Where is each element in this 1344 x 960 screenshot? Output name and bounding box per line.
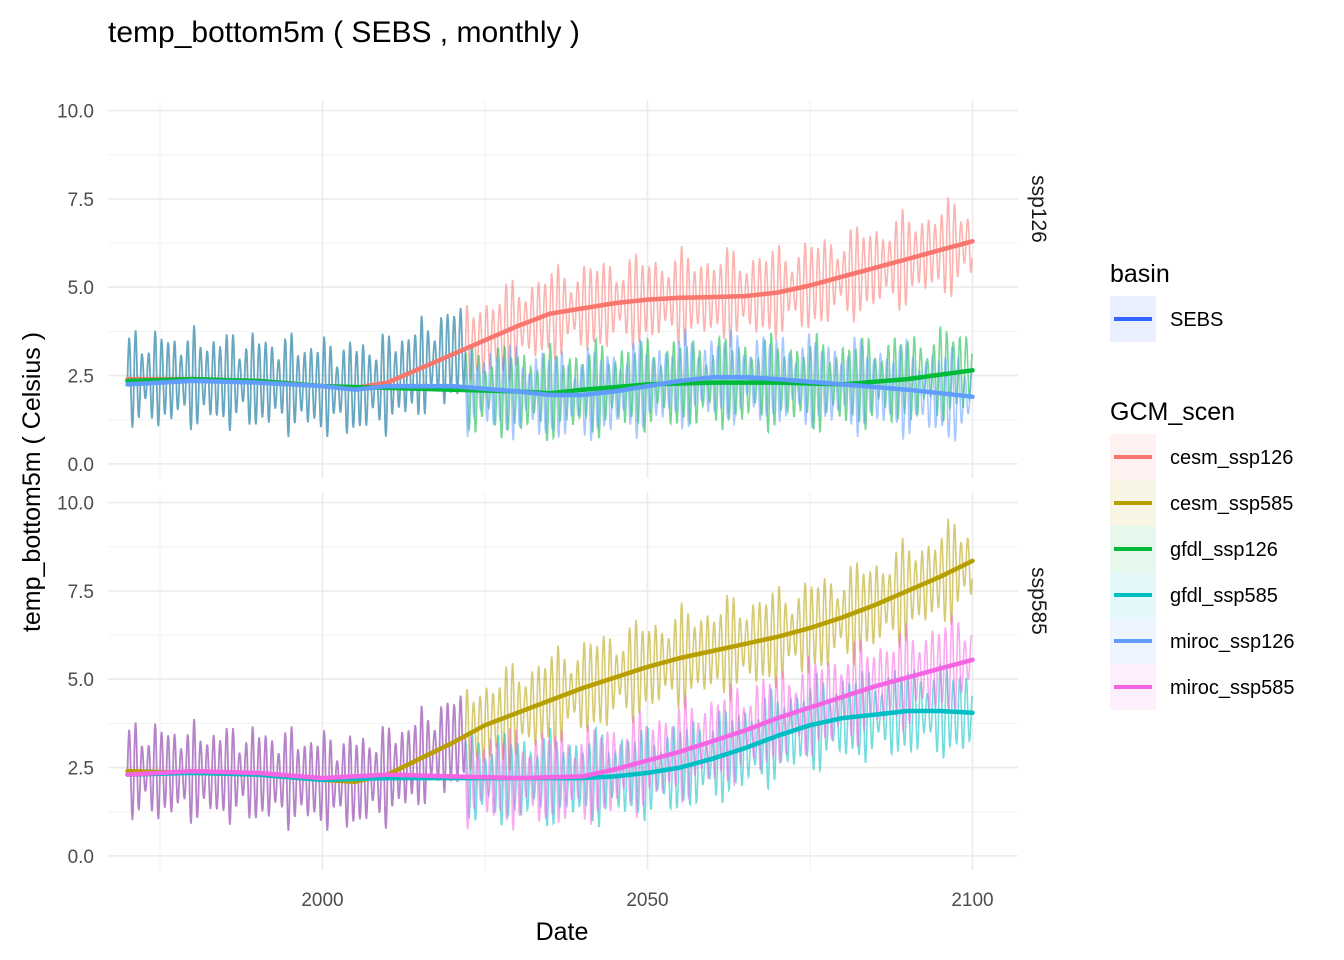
legend-label: miroc_ssp585	[1170, 677, 1295, 699]
legend-label: cesm_ssp585	[1170, 493, 1293, 515]
panel-ssp126: 0.0 2.5 5.0 7.5 10.0 ssp126	[57, 100, 1050, 478]
monthly-line-miroc_ssp585	[464, 613, 973, 831]
monthly-line-cesm_ssp585	[464, 518, 973, 772]
panel-ssp585: 0.0 2.5 5.0 7.5 10.0 ssp585	[57, 492, 1050, 870]
y-tick-label: 5.0	[68, 278, 94, 299]
chart-title: temp_bottom5m ( SEBS , monthly )	[108, 16, 580, 49]
monthly-line-gfdl_ssp126	[464, 325, 973, 442]
facet-strip-label: ssp585	[1027, 567, 1050, 635]
x-tick-label: 2100	[951, 890, 993, 911]
x-axis-title: Date	[536, 918, 589, 946]
y-tick-label: 5.0	[68, 670, 94, 691]
legend-label: miroc_ssp126	[1170, 631, 1295, 653]
trend-line-miroc_ssp585	[125, 657, 975, 781]
legend-label: gfdl_ssp585	[1170, 585, 1278, 607]
y-tick-label: 7.5	[68, 190, 94, 211]
y-tick-label: 0.0	[68, 455, 94, 476]
legend-label: gfdl_ssp126	[1170, 539, 1278, 561]
legend-label: cesm_ssp126	[1170, 447, 1293, 469]
facet-strip-label: ssp126	[1027, 175, 1050, 243]
y-tick-label: 2.5	[68, 367, 94, 388]
legend-title: GCM_scen	[1110, 398, 1235, 426]
legend-label: SEBS	[1170, 309, 1223, 331]
y-tick-label: 10.0	[57, 494, 94, 515]
monthly-line-cesm_ssp126	[464, 197, 973, 382]
x-tick-label: 2050	[626, 890, 668, 911]
y-tick-label: 7.5	[68, 582, 94, 603]
legend-title: basin	[1110, 260, 1170, 288]
y-tick-label: 10.0	[57, 102, 94, 123]
x-tick-label: 2000	[301, 890, 343, 911]
facet-panels: 0.0 2.5 5.0 7.5 10.0 ssp126 0.0 2.5 5.0 7.5 10.0 ss…	[57, 100, 1050, 911]
y-tick-label: 2.5	[68, 759, 94, 780]
y-axis-title: temp_bottom5m ( Celsius )	[18, 332, 46, 632]
trend-line-miroc_ssp126	[125, 375, 975, 399]
y-tick-label: 0.0	[68, 847, 94, 868]
monthly-line-miroc_ssp126	[464, 328, 973, 442]
